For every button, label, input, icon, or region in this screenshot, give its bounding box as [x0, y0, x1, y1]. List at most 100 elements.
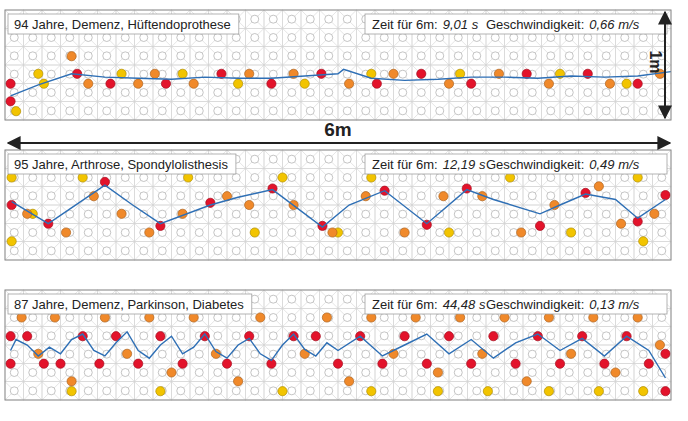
floor-cell — [338, 47, 357, 65]
sensor — [343, 314, 351, 322]
sensor — [177, 192, 185, 200]
floor-cell — [634, 187, 653, 205]
floor-diagonal — [375, 242, 394, 260]
floor-diagonal — [523, 65, 542, 83]
sensor — [214, 314, 222, 322]
floor-cell — [264, 102, 283, 120]
floor-diagonal — [264, 102, 283, 120]
sensor — [417, 247, 425, 255]
sensor — [84, 52, 92, 60]
floor-diagonal — [616, 102, 635, 120]
floor-cell — [560, 83, 579, 101]
floor-cell — [394, 223, 413, 241]
sensor — [47, 192, 55, 200]
floor-diagonal — [431, 242, 450, 260]
footstep — [467, 79, 476, 88]
sensor — [547, 229, 555, 237]
sensor — [66, 174, 74, 182]
floor-cell — [560, 205, 579, 223]
sensor — [528, 369, 536, 377]
sensor — [269, 210, 277, 218]
sensor — [621, 192, 629, 200]
floor-diagonal — [98, 242, 117, 260]
sensor — [621, 247, 629, 255]
sensor — [214, 89, 222, 97]
floor-diagonal — [486, 242, 505, 260]
floor-diagonal — [597, 242, 616, 260]
floor-cell — [523, 187, 542, 205]
floor-cell — [542, 47, 561, 65]
floor-cell — [579, 223, 598, 241]
sensor — [343, 247, 351, 255]
floor-diagonal — [579, 102, 598, 120]
floor-diagonal — [338, 290, 357, 308]
floor-cell — [634, 102, 653, 120]
floor-cell — [98, 242, 117, 260]
floor-diagonal — [301, 223, 320, 241]
sensor — [565, 210, 573, 218]
sensor — [103, 192, 111, 200]
sensor — [528, 52, 536, 60]
floor-cell — [209, 83, 228, 101]
floor-cell — [98, 102, 117, 120]
floor-diagonal — [301, 10, 320, 28]
floor-cell — [79, 47, 98, 65]
floor-cell — [560, 242, 579, 260]
floor-cell — [412, 102, 431, 120]
floor-cell — [431, 382, 450, 400]
floor-cell — [449, 242, 468, 260]
floor-diagonal — [42, 187, 61, 205]
sensor — [195, 369, 203, 377]
floor-cell — [412, 187, 431, 205]
floor-cell — [264, 28, 283, 46]
floor-cell — [338, 242, 357, 260]
floor-diagonal — [357, 242, 376, 260]
sensor — [251, 210, 259, 218]
sensor — [121, 174, 129, 182]
floor-cell — [301, 205, 320, 223]
floor-diagonal — [209, 382, 228, 400]
floor-cell — [301, 327, 320, 345]
sensor — [232, 34, 240, 42]
sensor — [251, 369, 259, 377]
floor-cell — [42, 242, 61, 260]
sensor — [306, 107, 314, 115]
floor-diagonal — [301, 150, 320, 168]
floor-cell — [153, 47, 172, 65]
sensor — [399, 174, 407, 182]
floor-diagonal — [172, 382, 191, 400]
floor-cell — [24, 47, 43, 65]
sensor — [251, 174, 259, 182]
sensor — [491, 210, 499, 218]
sensor — [251, 34, 259, 42]
sensor — [47, 210, 55, 218]
floor-diagonal — [42, 47, 61, 65]
sensor — [288, 174, 296, 182]
sensor — [547, 174, 555, 182]
floor-diagonal — [79, 47, 98, 65]
sensor — [10, 247, 18, 255]
stats-box — [365, 14, 667, 34]
sensor — [10, 192, 18, 200]
sensor — [66, 192, 74, 200]
floor-cell — [320, 102, 339, 120]
sensor — [325, 247, 333, 255]
floor-cell — [653, 83, 672, 101]
stat-label: Geschwindigkeit: — [486, 17, 584, 32]
sensor — [473, 229, 481, 237]
sensor — [325, 174, 333, 182]
floor-diagonal — [264, 242, 283, 260]
sensor — [547, 247, 555, 255]
floor-diagonal — [357, 83, 376, 101]
sensor — [158, 192, 166, 200]
sensor — [158, 210, 166, 218]
sensor — [362, 210, 370, 218]
sensor — [47, 70, 55, 78]
sensor — [491, 229, 499, 237]
stat-value: 0,66 m/s — [589, 17, 639, 32]
floor-diagonal — [523, 102, 542, 120]
floor-diagonal — [98, 47, 117, 65]
floor-cell — [357, 83, 376, 101]
sensor — [436, 52, 444, 60]
floor-diagonal — [394, 242, 413, 260]
